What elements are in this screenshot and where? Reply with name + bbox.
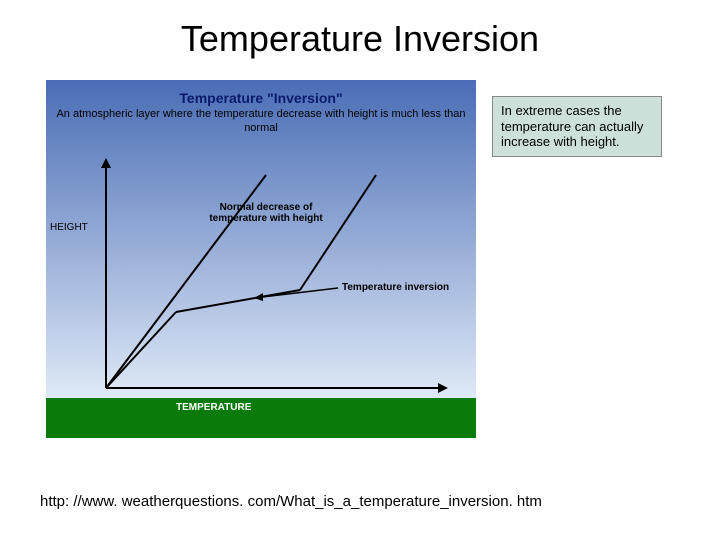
diagram-subtitle: An atmospheric layer where the temperatu…: [46, 108, 476, 136]
inversion-annotation: Temperature inversion: [342, 282, 449, 293]
normal-decrease-label: Normal decrease of temperature with heig…: [196, 202, 336, 224]
y-axis-label: HEIGHT: [50, 222, 88, 233]
source-url: http: //www. weatherquestions. com/What_…: [40, 493, 542, 510]
inversion-diagram: Temperature "Inversion" An atmospheric l…: [46, 80, 476, 438]
callout-box: In extreme cases the temperature can act…: [492, 96, 662, 157]
x-axis-label: TEMPERATURE: [176, 402, 251, 413]
slide-title: Temperature Inversion: [0, 0, 720, 60]
diagram-title: Temperature "Inversion": [46, 90, 476, 106]
